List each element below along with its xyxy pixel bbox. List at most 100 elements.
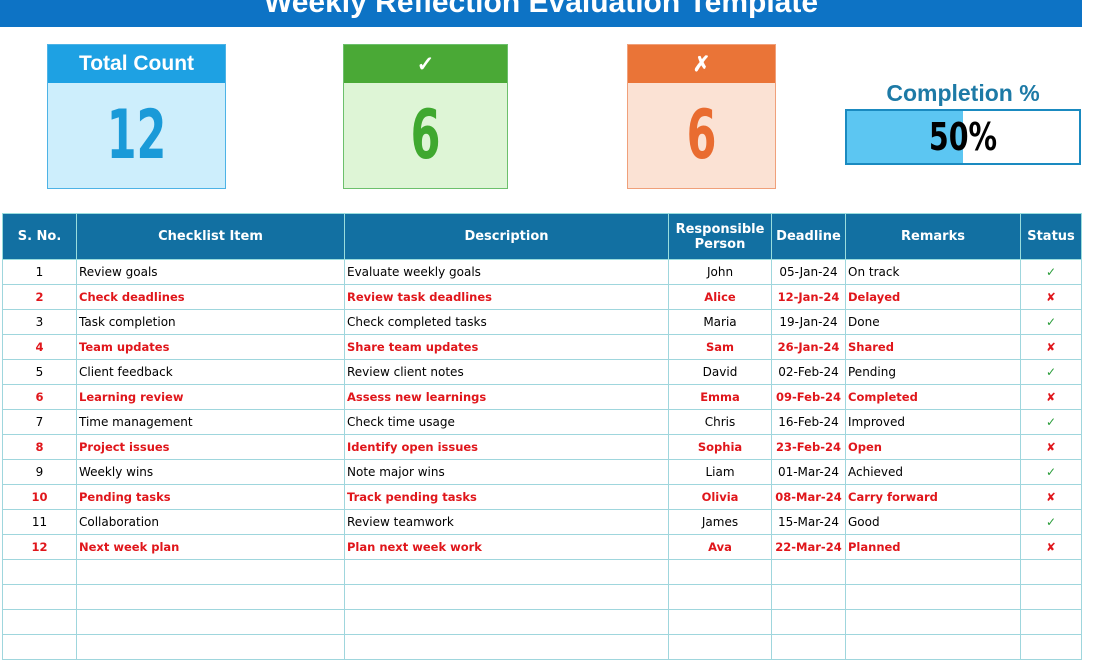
card-title: ✓ [344,45,507,83]
column-header: Checklist Item [76,213,345,260]
table-cell: Sam [668,334,772,360]
table-cell: Check completed tasks [344,309,669,335]
table-cell: ✘ [1020,534,1082,560]
column-header: Status [1020,213,1082,260]
empty-cell [771,559,846,585]
table-cell: 16-Feb-24 [771,409,846,435]
table-cell: 01-Mar-24 [771,459,846,485]
table-cell: 05-Jan-24 [771,259,846,285]
table-cell: Review teamwork [344,509,669,535]
card-done: ✓ 6 [343,44,508,189]
table-cell: Emma [668,384,772,410]
column-header: Deadline [771,213,846,260]
empty-cell [845,634,1021,660]
table-row: 8 Project issues Identify open issues Sophi… [2,434,1082,460]
card-value: 6 [686,95,717,175]
table-cell: Shared [845,334,1021,360]
table-cell: Next week plan [76,534,345,560]
card-title: ✗ [628,45,775,83]
table-cell: Identify open issues [344,434,669,460]
column-header: Remarks [845,213,1021,260]
table-cell: ✘ [1020,334,1082,360]
empty-row [2,609,1082,635]
empty-cell [2,559,77,585]
table-cell: ✘ [1020,284,1082,310]
table-cell: 7 [2,409,77,435]
table-cell: ✘ [1020,484,1082,510]
empty-cell [2,609,77,635]
table-cell: 1 [2,259,77,285]
completion-label: Completion % [886,80,1040,106]
table-cell: ✓ [1020,309,1082,335]
table-cell: Check time usage [344,409,669,435]
completion-value: 50% [928,115,998,159]
empty-cell [845,609,1021,635]
table-cell: Plan next week work [344,534,669,560]
table-cell: Done [845,309,1021,335]
table-cell: ✓ [1020,259,1082,285]
completion-bar: 50% [845,109,1081,165]
table-cell: Improved [845,409,1021,435]
table-cell: 2 [2,284,77,310]
table-cell: Task completion [76,309,345,335]
table-cell: Maria [668,309,772,335]
table-cell: Weekly wins [76,459,345,485]
empty-cell [1020,584,1082,610]
empty-row [2,634,1082,660]
table-cell: Pending tasks [76,484,345,510]
table-cell: ✓ [1020,459,1082,485]
empty-cell [668,584,772,610]
table-row: 11 Collaboration Review teamwork James 15-Ma… [2,509,1082,535]
table-cell: Chris [668,409,772,435]
table-cell: 12-Jan-24 [771,284,846,310]
table-cell: Sophia [668,434,772,460]
empty-cell [76,559,345,585]
empty-cell [668,634,772,660]
table-cell: Review client notes [344,359,669,385]
empty-cell [1020,609,1082,635]
table-cell: 9 [2,459,77,485]
card-title: Total Count [48,45,225,83]
empty-cell [845,559,1021,585]
table-cell: Good [845,509,1021,535]
card-value: 12 [106,95,167,175]
table-cell: Liam [668,459,772,485]
table-row: 3 Task completion Check completed tasks Mar… [2,309,1082,335]
table-cell: Collaboration [76,509,345,535]
table-cell: ✘ [1020,434,1082,460]
empty-cell [1020,559,1082,585]
table-cell: ✓ [1020,509,1082,535]
table-cell: Achieved [845,459,1021,485]
empty-cell [668,559,772,585]
empty-cell [344,559,669,585]
table-row: 4 Team updates Share team updates Sam 26-Jan… [2,334,1082,360]
table-cell: John [668,259,772,285]
table-cell: Assess new learnings [344,384,669,410]
empty-cell [76,634,345,660]
completion-fill [847,111,963,163]
table-cell: Completed [845,384,1021,410]
table-cell: Delayed [845,284,1021,310]
table-row: 12 Next week plan Plan next week work Ava 22… [2,534,1082,560]
table-cell: 15-Mar-24 [771,509,846,535]
table-cell: Share team updates [344,334,669,360]
table-row: 7 Time management Check time usage Chris 16-… [2,409,1082,435]
table-cell: 23-Feb-24 [771,434,846,460]
table-cell: Track pending tasks [344,484,669,510]
card-value: 6 [410,95,441,175]
table-cell: Olivia [668,484,772,510]
empty-cell [344,609,669,635]
table-cell: Note major wins [344,459,669,485]
table-cell: Alice [668,284,772,310]
column-header: Responsible Person [668,213,772,260]
empty-cell [771,634,846,660]
table-cell: 8 [2,434,77,460]
table-cell: Time management [76,409,345,435]
table-cell: ✓ [1020,409,1082,435]
table-row: 2 Check deadlines Review task deadlines Ali… [2,284,1082,310]
table-cell: 5 [2,359,77,385]
table-row: 6 Learning review Assess new learnings Emma… [2,384,1082,410]
empty-cell [76,609,345,635]
empty-cell [771,584,846,610]
table-cell: Open [845,434,1021,460]
